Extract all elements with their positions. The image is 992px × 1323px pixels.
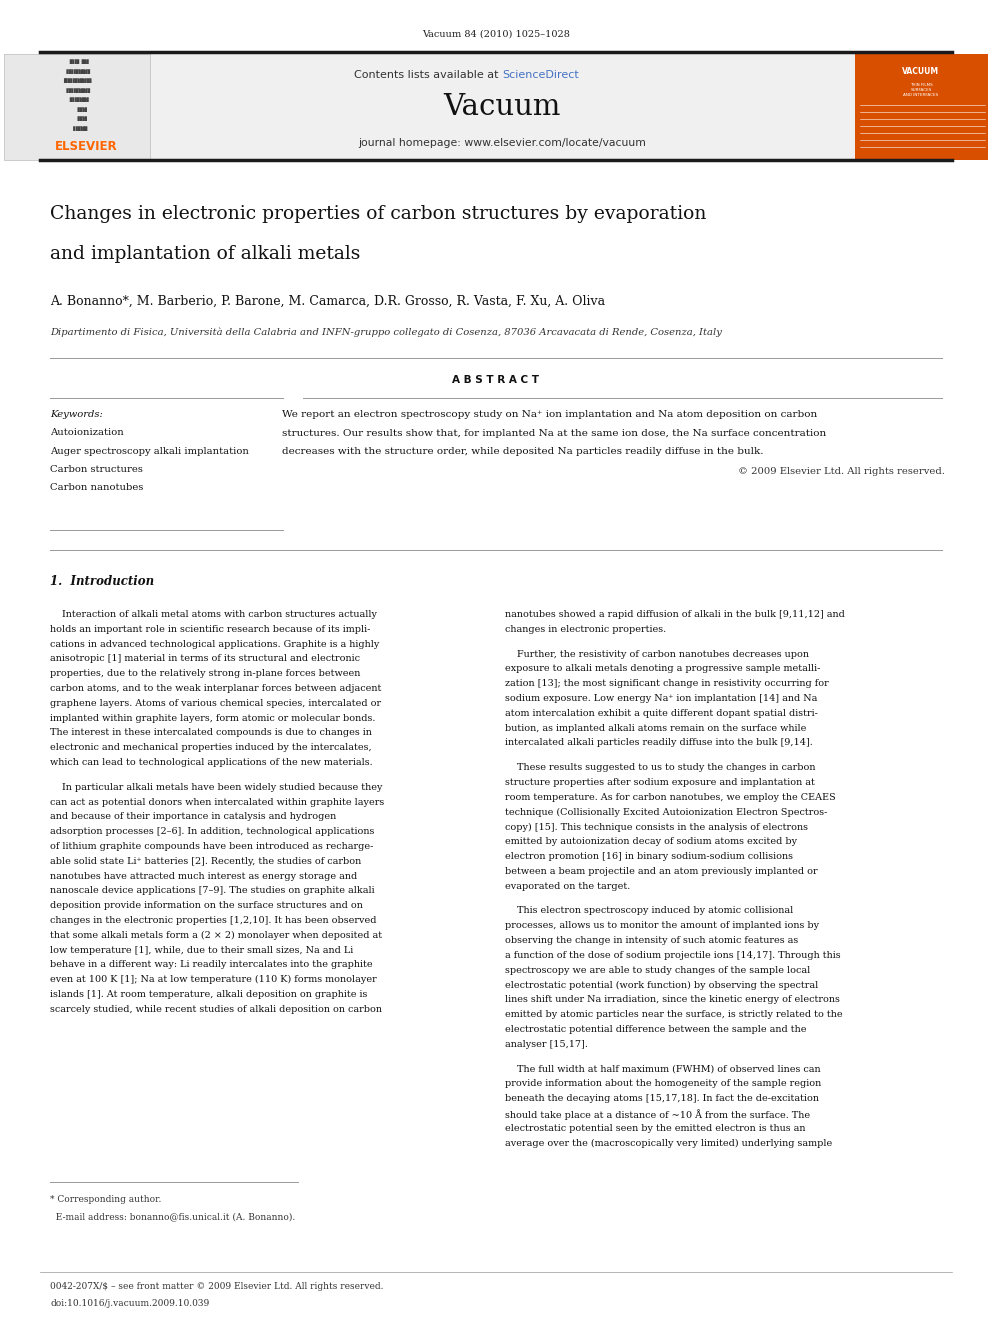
Text: electrostatic potential seen by the emitted electron is thus an: electrostatic potential seen by the emit… <box>505 1123 806 1132</box>
Text: In particular alkali metals have been widely studied because they: In particular alkali metals have been wi… <box>50 783 383 791</box>
Text: This electron spectroscopy induced by atomic collisional: This electron spectroscopy induced by at… <box>505 906 794 916</box>
Text: The full width at half maximum (FWHM) of observed lines can: The full width at half maximum (FWHM) of… <box>505 1065 820 1073</box>
Text: even at 100 K [1]; Na at low temperature (110 K) forms monolayer: even at 100 K [1]; Na at low temperature… <box>50 975 377 984</box>
Text: average over the (macroscopically very limited) underlying sample: average over the (macroscopically very l… <box>505 1138 832 1147</box>
Text: journal homepage: www.elsevier.com/locate/vacuum: journal homepage: www.elsevier.com/locat… <box>358 138 646 148</box>
Text: copy) [15]. This technique consists in the analysis of electrons: copy) [15]. This technique consists in t… <box>505 823 808 832</box>
Text: intercalated alkali particles readily diffuse into the bulk [9,14].: intercalated alkali particles readily di… <box>505 738 812 747</box>
Text: emitted by autoionization decay of sodium atoms excited by: emitted by autoionization decay of sodiu… <box>505 837 798 847</box>
Text: graphene layers. Atoms of various chemical species, intercalated or: graphene layers. Atoms of various chemic… <box>50 699 381 708</box>
Text: low temperature [1], while, due to their small sizes, Na and Li: low temperature [1], while, due to their… <box>50 946 353 955</box>
Text: adsorption processes [2–6]. In addition, technological applications: adsorption processes [2–6]. In addition,… <box>50 827 374 836</box>
Bar <box>855 54 988 160</box>
Text: 0042-207X/$ – see front matter © 2009 Elsevier Ltd. All rights reserved.: 0042-207X/$ – see front matter © 2009 El… <box>50 1282 384 1291</box>
Text: Carbon nanotubes: Carbon nanotubes <box>50 483 144 492</box>
Text: islands [1]. At room temperature, alkali deposition on graphite is: islands [1]. At room temperature, alkali… <box>50 990 367 999</box>
Text: provide information about the homogeneity of the sample region: provide information about the homogeneit… <box>505 1080 821 1089</box>
Text: * Corresponding author.: * Corresponding author. <box>50 1195 162 1204</box>
Bar <box>4 54 150 160</box>
Bar <box>150 54 855 160</box>
Text: holds an important role in scientific research because of its impli-: holds an important role in scientific re… <box>50 624 370 634</box>
Text: nanotubes showed a rapid diffusion of alkali in the bulk [9,11,12] and: nanotubes showed a rapid diffusion of al… <box>505 610 845 619</box>
Text: ████ ███: ████ ███ <box>65 60 89 65</box>
Text: decreases with the structure order, while deposited Na particles readily diffuse: decreases with the structure order, whil… <box>282 447 764 456</box>
Text: ScienceDirect: ScienceDirect <box>502 70 578 79</box>
Text: Contents lists available at: Contents lists available at <box>354 70 502 79</box>
Text: E-mail address: bonanno@fis.unical.it (A. Bonanno).: E-mail address: bonanno@fis.unical.it (A… <box>50 1212 296 1221</box>
Text: ██████: ██████ <box>66 126 87 131</box>
Text: electrostatic potential (work function) by observing the spectral: electrostatic potential (work function) … <box>505 980 818 990</box>
Text: ████: ████ <box>67 116 86 122</box>
Text: processes, allows us to monitor the amount of implanted ions by: processes, allows us to monitor the amou… <box>505 921 819 930</box>
Text: emitted by atomic particles near the surface, is strictly related to the: emitted by atomic particles near the sur… <box>505 1009 842 1019</box>
Text: THIN FILMS
SURFACES
AND INTERFACES: THIN FILMS SURFACES AND INTERFACES <box>904 83 938 97</box>
Text: a function of the dose of sodium projectile ions [14,17]. Through this: a function of the dose of sodium project… <box>505 951 840 959</box>
Text: nanoscale device applications [7–9]. The studies on graphite alkali: nanoscale device applications [7–9]. The… <box>50 886 375 896</box>
Text: ELSEVIER: ELSEVIER <box>55 139 118 152</box>
Text: Auger spectroscopy alkali implantation: Auger spectroscopy alkali implantation <box>50 446 249 455</box>
Text: bution, as implanted alkali atoms remain on the surface while: bution, as implanted alkali atoms remain… <box>505 724 806 733</box>
Text: changes in electronic properties.: changes in electronic properties. <box>505 624 666 634</box>
Text: spectroscopy we are able to study changes of the sample local: spectroscopy we are able to study change… <box>505 966 810 975</box>
Text: electrostatic potential difference between the sample and the: electrostatic potential difference betwe… <box>505 1025 806 1033</box>
Text: electron promotion [16] in binary sodium-sodium collisions: electron promotion [16] in binary sodium… <box>505 852 793 861</box>
Text: structures. Our results show that, for implanted Na at the same ion dose, the Na: structures. Our results show that, for i… <box>282 429 826 438</box>
Text: 1.  Introduction: 1. Introduction <box>50 576 154 587</box>
Text: Vacuum: Vacuum <box>443 93 560 120</box>
Text: exposure to alkali metals denoting a progressive sample metalli-: exposure to alkali metals denoting a pro… <box>505 664 820 673</box>
Text: ██████████: ██████████ <box>63 69 90 74</box>
Text: ████████: ████████ <box>65 98 89 102</box>
Text: deposition provide information on the surface structures and on: deposition provide information on the su… <box>50 901 363 910</box>
Text: ████████████: ████████████ <box>62 78 91 83</box>
Text: Keywords:: Keywords: <box>50 410 103 419</box>
Text: able solid state Li⁺ batteries [2]. Recently, the studies of carbon: able solid state Li⁺ batteries [2]. Rece… <box>50 857 361 865</box>
Text: © 2009 Elsevier Ltd. All rights reserved.: © 2009 Elsevier Ltd. All rights reserved… <box>738 467 945 476</box>
Text: atom intercalation exhibit a quite different dopant spatial distri-: atom intercalation exhibit a quite diffe… <box>505 709 817 718</box>
Text: Changes in electronic properties of carbon structures by evaporation: Changes in electronic properties of carb… <box>50 205 706 224</box>
Text: properties, due to the relatively strong in-plane forces between: properties, due to the relatively strong… <box>50 669 360 679</box>
Text: ██████████: ██████████ <box>63 89 90 93</box>
Text: room temperature. As for carbon nanotubes, we employ the CEAES: room temperature. As for carbon nanotube… <box>505 792 835 802</box>
Text: Interaction of alkali metal atoms with carbon structures actually: Interaction of alkali metal atoms with c… <box>50 610 377 619</box>
Text: anisotropic [1] material in terms of its structural and electronic: anisotropic [1] material in terms of its… <box>50 655 360 663</box>
Text: lines shift under Na irradiation, since the kinetic energy of electrons: lines shift under Na irradiation, since … <box>505 995 840 1004</box>
Text: beneath the decaying atoms [15,17,18]. In fact the de-excitation: beneath the decaying atoms [15,17,18]. I… <box>505 1094 819 1103</box>
Text: technique (Collisionally Excited Autoionization Electron Spectros-: technique (Collisionally Excited Autoion… <box>505 807 827 816</box>
Text: These results suggested to us to study the changes in carbon: These results suggested to us to study t… <box>505 763 815 773</box>
Text: A. Bonanno*, M. Barberio, P. Barone, M. Camarca, D.R. Grosso, R. Vasta, F. Xu, A: A. Bonanno*, M. Barberio, P. Barone, M. … <box>50 295 605 308</box>
Text: observing the change in intensity of such atomic features as: observing the change in intensity of suc… <box>505 935 799 945</box>
Text: and implantation of alkali metals: and implantation of alkali metals <box>50 245 360 263</box>
Text: of lithium graphite compounds have been introduced as recharge-: of lithium graphite compounds have been … <box>50 841 373 851</box>
Text: Dipartimento di Fisica, Università della Calabria and INFN-gruppo collegato di C: Dipartimento di Fisica, Università della… <box>50 328 722 337</box>
Text: structure properties after sodium exposure and implantation at: structure properties after sodium exposu… <box>505 778 814 787</box>
Text: which can lead to technological applications of the new materials.: which can lead to technological applicat… <box>50 758 373 767</box>
Text: VACUUM: VACUUM <box>903 67 939 77</box>
Text: behave in a different way: Li readily intercalates into the graphite: behave in a different way: Li readily in… <box>50 960 373 970</box>
Text: should take place at a distance of ~10 Å from the surface. The: should take place at a distance of ~10 Å… <box>505 1109 810 1119</box>
Text: doi:10.1016/j.vacuum.2009.10.039: doi:10.1016/j.vacuum.2009.10.039 <box>50 1299 209 1308</box>
Text: evaporated on the target.: evaporated on the target. <box>505 881 630 890</box>
Text: cations in advanced technological applications. Graphite is a highly: cations in advanced technological applic… <box>50 639 379 648</box>
Text: that some alkali metals form a (2 × 2) monolayer when deposited at: that some alkali metals form a (2 × 2) m… <box>50 931 382 939</box>
Text: The interest in these intercalated compounds is due to changes in: The interest in these intercalated compo… <box>50 729 372 737</box>
Text: scarcely studied, while recent studies of alkali deposition on carbon: scarcely studied, while recent studies o… <box>50 1004 382 1013</box>
Text: We report an electron spectroscopy study on Na⁺ ion implantation and Na atom dep: We report an electron spectroscopy study… <box>282 410 817 419</box>
Text: sodium exposure. Low energy Na⁺ ion implantation [14] and Na: sodium exposure. Low energy Na⁺ ion impl… <box>505 695 817 703</box>
Text: A B S T R A C T: A B S T R A C T <box>452 374 540 385</box>
Text: electronic and mechanical properties induced by the intercalates,: electronic and mechanical properties ind… <box>50 744 372 753</box>
Text: nanotubes have attracted much interest as energy storage and: nanotubes have attracted much interest a… <box>50 872 357 881</box>
Text: can act as potential donors when intercalated within graphite layers: can act as potential donors when interca… <box>50 798 384 807</box>
Text: Further, the resistivity of carbon nanotubes decreases upon: Further, the resistivity of carbon nanot… <box>505 650 809 659</box>
Text: analyser [15,17].: analyser [15,17]. <box>505 1040 588 1049</box>
Text: implanted within graphite layers, form atomic or molecular bonds.: implanted within graphite layers, form a… <box>50 713 375 722</box>
Text: Autoionization: Autoionization <box>50 429 124 437</box>
Text: between a beam projectile and an atom previously implanted or: between a beam projectile and an atom pr… <box>505 867 817 876</box>
Text: Vacuum 84 (2010) 1025–1028: Vacuum 84 (2010) 1025–1028 <box>422 30 570 38</box>
Text: changes in the electronic properties [1,2,10]. It has been observed: changes in the electronic properties [1,… <box>50 916 377 925</box>
Text: ████: ████ <box>67 107 86 112</box>
Text: carbon atoms, and to the weak interplanar forces between adjacent: carbon atoms, and to the weak interplana… <box>50 684 381 693</box>
Text: Carbon structures: Carbon structures <box>50 464 143 474</box>
Text: zation [13]; the most significant change in resistivity occurring for: zation [13]; the most significant change… <box>505 679 828 688</box>
Text: and because of their importance in catalysis and hydrogen: and because of their importance in catal… <box>50 812 336 822</box>
